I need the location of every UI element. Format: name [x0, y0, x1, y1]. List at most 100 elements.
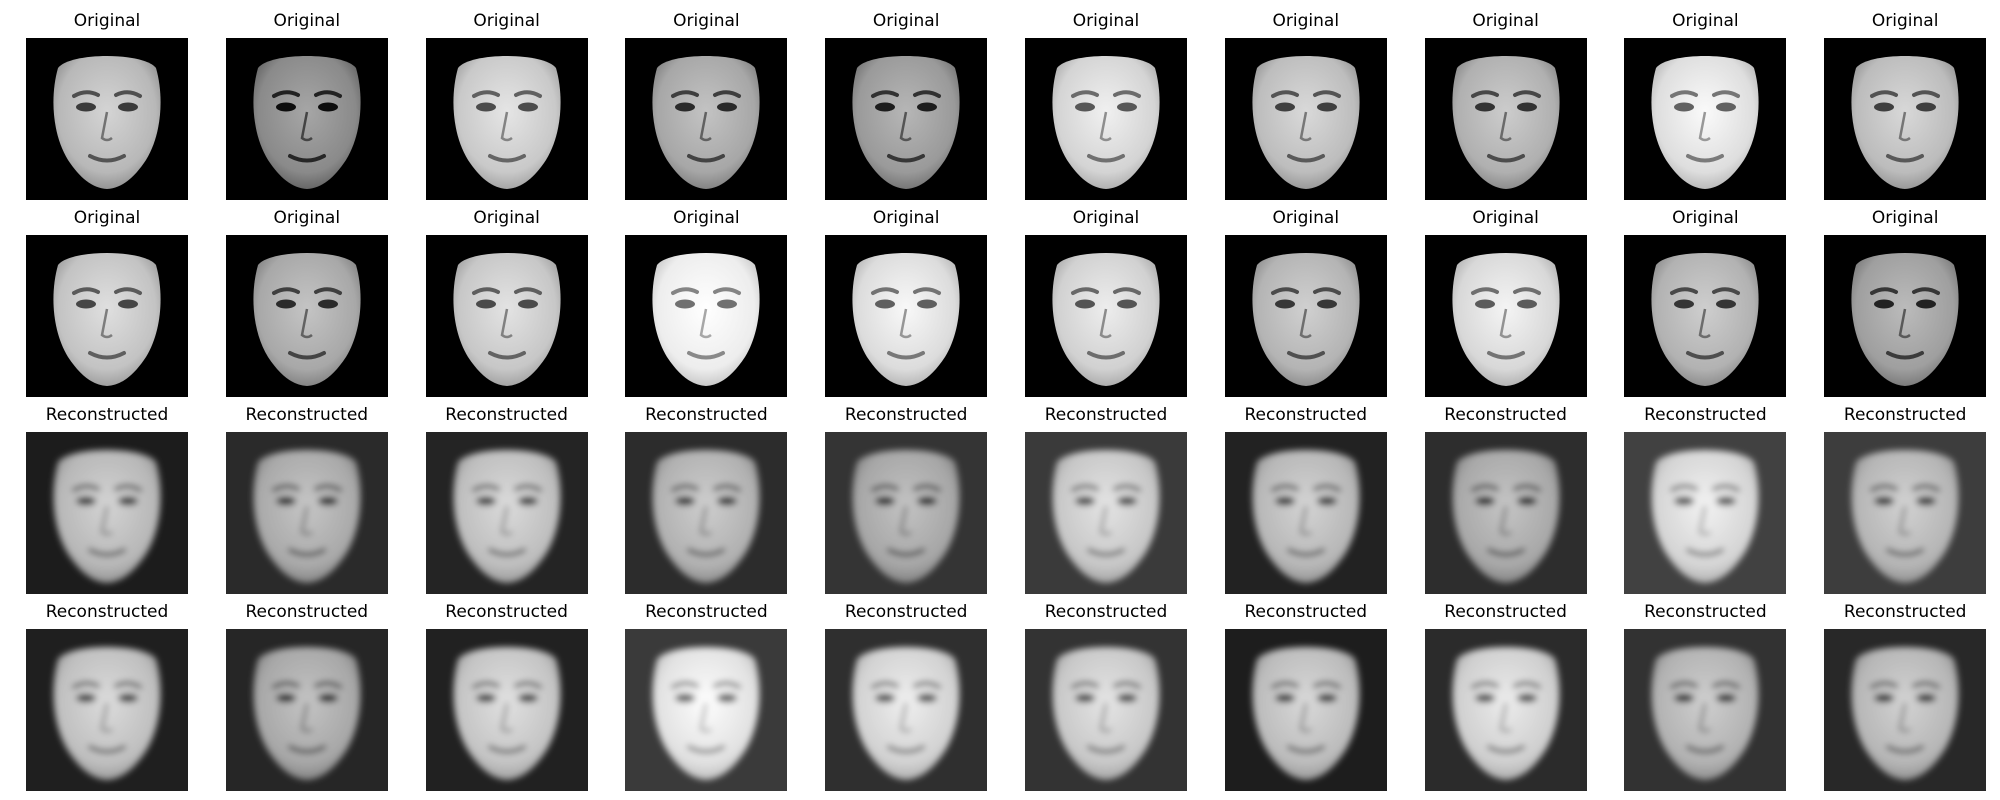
face-illustration [625, 629, 788, 791]
reconstructed-face-image [26, 629, 188, 791]
face-illustration [1224, 629, 1387, 791]
reconstructed-face-image [1424, 432, 1587, 594]
face-illustration [825, 235, 988, 397]
reconstructed-face-cell: Reconstructed [26, 595, 188, 791]
panel-title: Reconstructed [1843, 405, 1967, 425]
face-illustration [1025, 629, 1187, 791]
original-face-cell: Original [1424, 201, 1587, 397]
panel-title: Original [1672, 11, 1739, 31]
reconstructed-face-image [1025, 629, 1187, 791]
reconstructed-face-image [825, 629, 988, 791]
original-face-cell: Original [1624, 4, 1787, 200]
original-face-cell: Original [425, 201, 588, 397]
panel-title: Reconstructed [445, 602, 568, 622]
reconstructed-face-cell: Reconstructed [625, 595, 788, 791]
reconstructed-face-cell: Reconstructed [425, 595, 588, 791]
reconstructed-face-image [625, 432, 788, 594]
reconstructed-face-image [1624, 629, 1787, 791]
face-illustration [825, 432, 988, 594]
reconstructed-face-image [1624, 432, 1787, 594]
original-face-cell: Original [625, 201, 788, 397]
panel-title: Original [673, 208, 740, 228]
face-illustration [1025, 235, 1187, 397]
panel-title: Reconstructed [1044, 602, 1168, 622]
reconstructed-face-cell: Reconstructed [1824, 398, 1987, 594]
reconstructed-face-image [1224, 432, 1387, 594]
panel-title: Original [872, 208, 940, 228]
reconstructed-face-cell: Reconstructed [1224, 595, 1387, 791]
reconstructed-face-image [825, 432, 988, 594]
face-illustration [225, 235, 388, 397]
original-face-image [225, 235, 388, 397]
reconstructed-face-cell: Reconstructed [1424, 398, 1587, 594]
face-illustration [1224, 235, 1387, 397]
reconstructed-face-image [26, 432, 188, 594]
panel-title: Original [1272, 208, 1340, 228]
face-illustration [1824, 38, 1987, 200]
panel-title: Original [73, 11, 141, 31]
panel-title: Original [673, 11, 740, 31]
original-face-image [1624, 235, 1787, 397]
original-face-cell: Original [26, 201, 188, 397]
reconstructed-face-image [225, 629, 388, 791]
face-illustration [1824, 629, 1987, 791]
original-face-image [1424, 235, 1587, 397]
panel-title: Original [1871, 208, 1939, 228]
reconstructed-face-image [625, 629, 788, 791]
original-face-image [26, 235, 188, 397]
panel-title: Reconstructed [245, 602, 369, 622]
original-face-image [425, 38, 588, 200]
reconstructed-face-image [425, 432, 588, 594]
original-face-image [1624, 38, 1787, 200]
face-illustration [1424, 629, 1587, 791]
face-illustration [1224, 38, 1387, 200]
original-face-image [1824, 38, 1987, 200]
face-illustration [1224, 432, 1387, 594]
face-illustration [1424, 235, 1587, 397]
reconstructed-face-cell: Reconstructed [1624, 398, 1787, 594]
reconstructed-face-image [425, 629, 588, 791]
face-illustration [1424, 38, 1587, 200]
face-illustration [425, 38, 588, 200]
panel-title: Reconstructed [1244, 405, 1368, 425]
panel-title: Reconstructed [844, 602, 968, 622]
original-face-image [1824, 235, 1987, 397]
panel-title: Original [1472, 208, 1539, 228]
panel-title: Reconstructed [1244, 602, 1368, 622]
face-illustration [1624, 432, 1787, 594]
face-illustration [425, 629, 588, 791]
panel-title: Original [1072, 11, 1140, 31]
reconstructed-face-cell: Reconstructed [625, 398, 788, 594]
original-face-cell: Original [1424, 4, 1587, 200]
reconstructed-face-image [1025, 432, 1187, 594]
original-face-cell: Original [425, 4, 588, 200]
face-illustration [26, 38, 188, 200]
reconstructed-face-cell: Reconstructed [425, 398, 588, 594]
panel-title: Original [1472, 11, 1539, 31]
reconstructed-face-image [1824, 629, 1987, 791]
original-face-cell: Original [1224, 4, 1387, 200]
face-illustration [26, 629, 188, 791]
face-illustration [225, 629, 388, 791]
original-face-image [425, 235, 588, 397]
panel-title: Original [872, 11, 940, 31]
face-illustration [1025, 432, 1187, 594]
panel-title: Reconstructed [1843, 602, 1967, 622]
panel-title: Reconstructed [445, 405, 568, 425]
face-illustration [1624, 235, 1787, 397]
face-illustration [225, 432, 388, 594]
reconstructed-face-cell: Reconstructed [1025, 398, 1187, 594]
original-face-cell: Original [1025, 201, 1187, 397]
face-illustration [1025, 38, 1187, 200]
panel-title: Reconstructed [645, 602, 768, 622]
reconstructed-face-cell: Reconstructed [1224, 398, 1387, 594]
original-face-image [1424, 38, 1587, 200]
original-face-image [1224, 235, 1387, 397]
face-illustration [625, 235, 788, 397]
face-illustration [1424, 432, 1587, 594]
original-face-image [225, 38, 388, 200]
reconstructed-face-cell: Reconstructed [1424, 595, 1587, 791]
face-illustration [1824, 235, 1987, 397]
face-illustration [825, 38, 988, 200]
reconstructed-face-image [225, 432, 388, 594]
